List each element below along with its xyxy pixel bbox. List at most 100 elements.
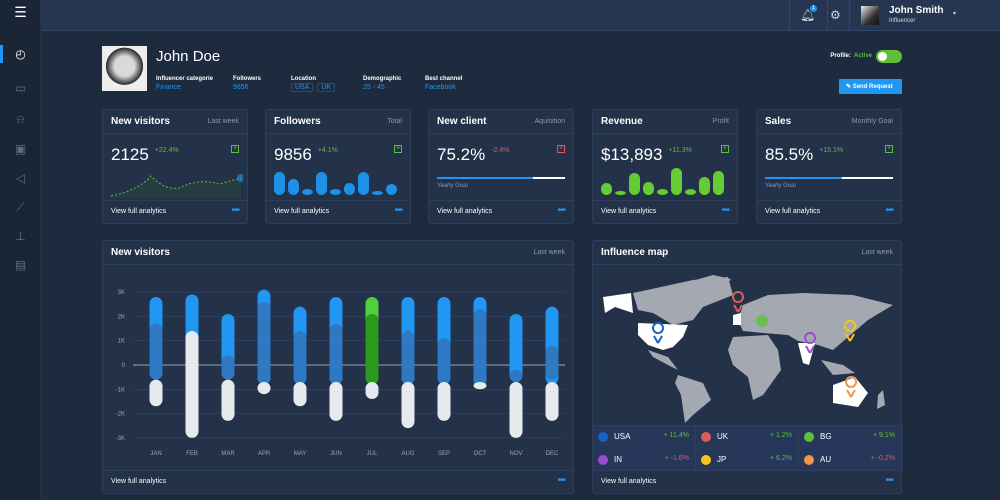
gear-icon[interactable]: ⚙ xyxy=(830,8,841,22)
mini-bar xyxy=(615,191,626,195)
card-value: 85.5% xyxy=(765,145,814,164)
mini-bar xyxy=(601,183,612,195)
y-tick-label: 0 xyxy=(122,363,126,369)
expand-icon[interactable]: + xyxy=(885,145,893,153)
mini-bar xyxy=(386,184,397,195)
period-selector[interactable]: Last week xyxy=(533,249,565,256)
bar-may-s2[interactable] xyxy=(293,382,307,407)
world-map[interactable] xyxy=(593,265,903,423)
bar-nov-s1[interactable] xyxy=(509,369,523,383)
location-tag[interactable]: UK xyxy=(317,83,336,92)
map-usa xyxy=(638,323,688,350)
mini-bar xyxy=(316,172,327,195)
dashboard-icon[interactable]: ◴ xyxy=(15,47,26,61)
chevron-down-icon[interactable]: ▾ xyxy=(953,11,957,17)
x-tick-label: MAR xyxy=(221,451,235,457)
bar-sep-s1[interactable] xyxy=(437,338,451,385)
expand-icon[interactable]: + xyxy=(231,145,239,153)
bar-aug-s2[interactable] xyxy=(401,382,415,429)
profile-name: John Doe xyxy=(156,48,221,65)
billing-icon[interactable]: ▤ xyxy=(14,258,27,272)
card-period[interactable]: Total xyxy=(387,118,402,125)
expand-icon[interactable]: + xyxy=(721,145,729,153)
map-pin-au[interactable] xyxy=(845,376,858,398)
bar-dec-s1[interactable] xyxy=(545,345,559,380)
country-name: IN xyxy=(614,455,622,464)
map-pin-uk[interactable] xyxy=(732,291,745,313)
active-indicator xyxy=(0,45,3,63)
calendar-icon[interactable]: ▣ xyxy=(14,142,27,156)
card-change: +4.1% xyxy=(317,147,338,154)
bar-apr-s1[interactable] xyxy=(257,301,271,385)
analytics-icon[interactable]: ⟋ xyxy=(16,200,25,214)
bar-jan-s2[interactable] xyxy=(149,379,163,407)
bar-jul-s1[interactable] xyxy=(365,313,379,385)
expand-icon[interactable]: + xyxy=(394,145,402,153)
user-name[interactable]: John Smith xyxy=(889,5,944,16)
profile-active-toggle[interactable] xyxy=(876,50,902,63)
bar-jan-s1[interactable] xyxy=(149,323,163,380)
map-pin-in[interactable] xyxy=(804,332,817,354)
menu-icon[interactable]: ☰ xyxy=(14,4,27,20)
user-avatar[interactable] xyxy=(861,6,879,25)
card-period[interactable]: Profit xyxy=(712,118,729,125)
card-title: Revenue xyxy=(601,116,643,127)
bar-oct-s1[interactable] xyxy=(473,309,487,387)
view-analytics-link[interactable]: View full analytics xyxy=(601,208,657,215)
period-selector[interactable]: Last week xyxy=(861,249,893,256)
mini-bar xyxy=(372,191,383,195)
bar-nov-s2[interactable] xyxy=(509,382,523,438)
more-icon[interactable]: ••• xyxy=(885,475,893,486)
country-marker-icon xyxy=(701,455,711,465)
bar-apr-s2[interactable] xyxy=(257,382,271,395)
map-pin-usa[interactable] xyxy=(652,322,665,344)
map-pin-bg[interactable] xyxy=(756,315,768,327)
bar-feb-s2[interactable] xyxy=(185,330,199,438)
view-analytics-link[interactable]: View full analytics xyxy=(601,478,657,485)
view-analytics-link[interactable]: View full analytics xyxy=(437,208,493,215)
card-period[interactable]: Aquisition xyxy=(534,118,565,125)
bar-mar-s2[interactable] xyxy=(221,379,235,421)
messages-icon[interactable]: ▭ xyxy=(14,81,27,95)
bar-aug-s1[interactable] xyxy=(401,330,415,385)
profile-photo xyxy=(102,46,147,91)
location-tag[interactable]: USA xyxy=(291,83,314,92)
bar-nov-s0[interactable] xyxy=(509,313,523,383)
card-title: Followers xyxy=(274,116,321,127)
card-period[interactable]: Monthly Goal xyxy=(851,118,893,125)
bar-jun-s1[interactable] xyxy=(329,323,343,385)
campaigns-icon[interactable]: ◁ xyxy=(15,171,26,185)
notifications-icon[interactable]: ⍾ xyxy=(16,112,25,126)
more-icon[interactable]: ••• xyxy=(721,205,729,216)
more-icon[interactable]: ••• xyxy=(557,205,565,216)
card-value-row: 85.5% +15.1% xyxy=(765,145,843,165)
more-icon[interactable]: ••• xyxy=(394,205,402,216)
send-request-button[interactable]: ✎ Send Request xyxy=(839,79,902,94)
more-icon[interactable]: ••• xyxy=(231,205,239,216)
field-label: Location xyxy=(291,76,316,82)
card-period[interactable]: Last week xyxy=(207,118,239,125)
profile-status-label: Profile: xyxy=(830,53,851,59)
send-request-label: Send Request xyxy=(852,84,893,90)
bar-jul-s2[interactable] xyxy=(365,382,379,400)
more-icon[interactable]: ••• xyxy=(885,205,893,216)
country-name: UK xyxy=(717,432,729,441)
expand-icon[interactable]: × xyxy=(557,145,565,153)
map-uk xyxy=(733,313,741,325)
view-analytics-link[interactable]: View full analytics xyxy=(111,478,167,485)
map-pin-jp[interactable] xyxy=(844,320,857,342)
x-tick-label: JAN xyxy=(150,451,161,457)
view-analytics-link[interactable]: View full analytics xyxy=(765,208,821,215)
bar-sep-s2[interactable] xyxy=(437,382,451,421)
bar-dec-s2[interactable] xyxy=(545,382,559,421)
bar-jun-s2[interactable] xyxy=(329,382,343,421)
reports-icon[interactable]: ⊥ xyxy=(15,229,26,243)
view-analytics-link[interactable]: View full analytics xyxy=(111,208,167,215)
bar-oct-s2[interactable] xyxy=(473,382,487,390)
card-change: +11.3% xyxy=(668,147,692,154)
bar-mar-s1[interactable] xyxy=(221,355,235,380)
card-value: $13,893 xyxy=(601,145,663,164)
bar-may-s1[interactable] xyxy=(293,330,307,385)
more-icon[interactable]: ••• xyxy=(557,475,565,486)
view-analytics-link[interactable]: View full analytics xyxy=(274,208,330,215)
